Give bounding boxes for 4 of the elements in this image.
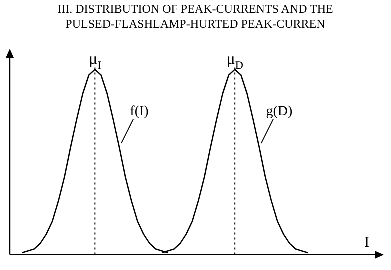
- series-label: f(I): [130, 104, 150, 120]
- x-axis-title: I: [364, 234, 370, 251]
- chart-title: III. DISTRIBUTION OF PEAK-CURRENTS AND THE PULSED-FLASHLAMP-HURTED PEAK-CURREN: [56, 1, 334, 32]
- series-label: g(D): [266, 104, 293, 120]
